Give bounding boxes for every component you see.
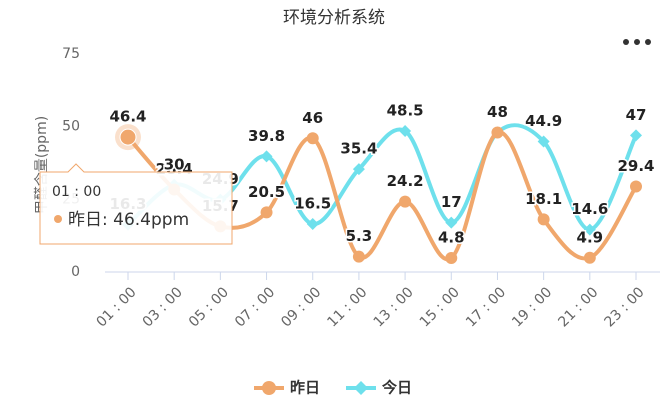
- data-label: 17: [441, 193, 462, 211]
- x-tick-label: 05 : 00: [186, 284, 232, 330]
- data-label: 35.4: [340, 140, 377, 158]
- point: [306, 132, 319, 145]
- x-tick-label: 19 : 00: [509, 284, 555, 330]
- x-tick-label: 17 : 00: [463, 284, 509, 330]
- data-label: 29.4: [617, 157, 654, 175]
- data-label: 24.2: [387, 172, 424, 190]
- data-label: 4.9: [577, 228, 604, 246]
- point: [537, 213, 550, 226]
- x-tick-label: 23 : 00: [602, 284, 648, 330]
- hover-point: [119, 128, 137, 146]
- point: [399, 195, 412, 208]
- point: [352, 163, 365, 176]
- point: [260, 150, 273, 163]
- legend-label: 昨日: [290, 379, 320, 397]
- data-label: 46.4: [109, 108, 146, 126]
- x-tick-label: 11 : 00: [324, 284, 370, 330]
- legend-label: 今日: [381, 379, 412, 397]
- data-label: 5.3: [346, 227, 373, 245]
- point: [630, 129, 642, 142]
- point: [399, 125, 412, 138]
- tooltip-text: 昨日: 46.4ppm: [68, 210, 189, 230]
- y-tick-label: 0: [71, 264, 80, 280]
- point: [262, 381, 276, 395]
- point: [445, 252, 458, 265]
- menu-icon[interactable]: [623, 39, 651, 45]
- data-label: 4.8: [438, 229, 465, 247]
- data-label: 18.1: [525, 190, 562, 208]
- data-label: 16.5: [294, 195, 331, 213]
- point: [306, 218, 319, 231]
- x-tick-label: 03 : 00: [140, 284, 186, 330]
- tooltip-box: [39, 163, 233, 245]
- data-label: 48: [487, 103, 508, 121]
- point: [354, 381, 368, 395]
- point: [352, 250, 365, 263]
- point: [583, 223, 596, 236]
- x-tick-label: 07 : 00: [232, 284, 278, 330]
- tooltip-dot: [54, 215, 62, 223]
- y-tick-label: 75: [62, 46, 80, 62]
- y-tick-label: 50: [62, 119, 80, 135]
- tooltip-title: 01 : 00: [52, 184, 101, 200]
- point: [537, 135, 550, 148]
- legend-item[interactable]: 今日: [346, 379, 412, 397]
- x-tick-label: 01 : 00: [94, 284, 140, 330]
- tooltip: 01 : 00 昨日: 46.4ppm: [39, 163, 233, 245]
- data-label: 30: [164, 155, 185, 173]
- x-tick-label: 15 : 00: [417, 284, 463, 330]
- x-tick-label: 13 : 00: [371, 284, 417, 330]
- data-label: 20.5: [248, 183, 285, 201]
- data-label: 39.8: [248, 127, 285, 145]
- data-label: 48.5: [387, 102, 424, 120]
- data-label: 46: [302, 109, 323, 127]
- data-label: 44.9: [525, 112, 562, 130]
- data-label: 47: [626, 106, 647, 124]
- point: [491, 126, 504, 139]
- x-tick-label: 09 : 00: [278, 284, 324, 330]
- point: [260, 206, 273, 219]
- point: [583, 251, 596, 264]
- data-label: 48: [487, 103, 508, 121]
- point: [630, 180, 642, 193]
- data-label: 14.6: [571, 200, 608, 218]
- point: [445, 216, 458, 229]
- legend-item[interactable]: 昨日: [254, 379, 320, 397]
- chart-title: 环境分析系统: [283, 8, 385, 28]
- x-tick-label: 21 : 00: [555, 284, 601, 330]
